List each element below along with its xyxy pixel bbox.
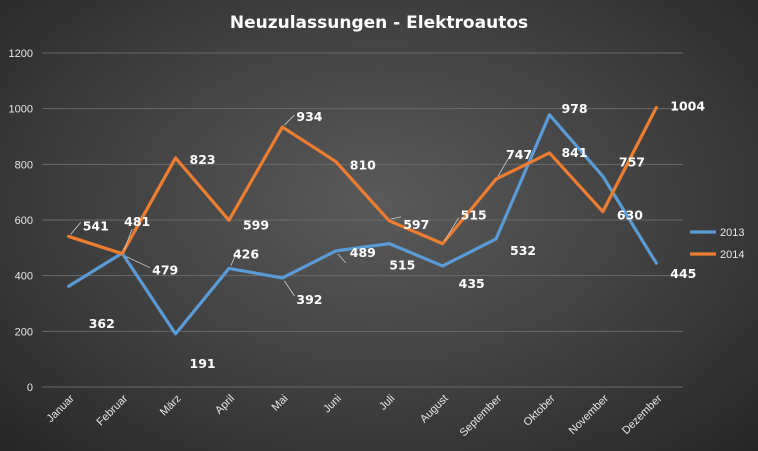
series-lines bbox=[67, 105, 658, 336]
x-tick-label: Oktober bbox=[521, 392, 557, 428]
data-label: 191 bbox=[190, 356, 216, 371]
y-tick-label: 1200 bbox=[9, 48, 33, 60]
x-tick-label: Mai bbox=[269, 393, 290, 414]
y-axis: 0 200 400 600 800 1000 1200 bbox=[9, 48, 33, 394]
data-label: 532 bbox=[510, 243, 536, 258]
x-tick-label: Dezember bbox=[620, 392, 665, 437]
data-label: 810 bbox=[350, 158, 376, 173]
x-tick-label: April bbox=[213, 393, 237, 417]
x-tick-label: November bbox=[567, 392, 612, 437]
data-label: 435 bbox=[459, 276, 485, 291]
leader-line bbox=[391, 216, 402, 220]
x-tick-label: März bbox=[158, 393, 184, 419]
data-label: 823 bbox=[190, 152, 216, 167]
data-label: 757 bbox=[619, 154, 645, 169]
data-label: 515 bbox=[461, 208, 487, 223]
y-tick-label: 600 bbox=[15, 215, 33, 227]
data-label: 934 bbox=[296, 109, 322, 124]
data-label: 1004 bbox=[670, 99, 705, 114]
data-label: 599 bbox=[243, 217, 269, 232]
x-tick-label: Juni bbox=[321, 393, 344, 416]
leader-line bbox=[337, 253, 347, 264]
leader-line bbox=[284, 114, 295, 126]
data-label: 541 bbox=[83, 218, 109, 233]
data-label: 841 bbox=[561, 145, 587, 160]
y-tick-label: 800 bbox=[15, 159, 33, 171]
data-label: 445 bbox=[670, 266, 696, 281]
leader-line bbox=[70, 222, 82, 235]
data-label: 392 bbox=[296, 292, 322, 307]
leader-line bbox=[497, 158, 509, 177]
chart-title: Neuzulassungen - Elektroautos bbox=[230, 13, 528, 33]
data-label: 515 bbox=[389, 258, 415, 273]
x-tick-label: August bbox=[418, 393, 451, 426]
data-label: 978 bbox=[561, 101, 587, 116]
leader-line bbox=[230, 256, 236, 266]
y-tick-label: 1000 bbox=[9, 104, 33, 116]
leader-line bbox=[125, 256, 151, 269]
leader-line bbox=[284, 280, 295, 297]
x-tick-label: Februar bbox=[95, 392, 131, 428]
data-label: 489 bbox=[350, 245, 376, 260]
data-label: 597 bbox=[403, 217, 429, 232]
y-tick-label: 400 bbox=[15, 271, 33, 283]
data-label: 481 bbox=[124, 214, 150, 229]
series-line-2014 bbox=[67, 105, 658, 256]
gridlines bbox=[42, 52, 683, 388]
legend-label-2013: 2013 bbox=[720, 227, 744, 239]
data-label: 426 bbox=[233, 246, 259, 261]
y-tick-label: 200 bbox=[15, 326, 33, 338]
y-tick-label: 0 bbox=[27, 382, 33, 394]
data-label: 479 bbox=[152, 263, 178, 278]
x-tick-label: September bbox=[458, 392, 505, 439]
data-label: 630 bbox=[617, 208, 643, 223]
data-labels: 362 481 191 426 392 489 515 435 532 978 757 445 541 4… bbox=[70, 99, 705, 371]
leader-line bbox=[123, 228, 133, 251]
x-tick-label: Januar bbox=[45, 392, 78, 425]
series-line-2013 bbox=[67, 113, 658, 336]
legend-label-2014: 2014 bbox=[720, 249, 744, 261]
x-axis: Januar Februar März April Mai Juni Juli August S… bbox=[45, 392, 665, 439]
data-label: 362 bbox=[89, 316, 115, 331]
x-tick-label: Juli bbox=[377, 393, 397, 413]
leader-line bbox=[444, 217, 459, 241]
legend: 2013 2014 bbox=[690, 227, 744, 261]
data-label: 747 bbox=[506, 147, 532, 162]
